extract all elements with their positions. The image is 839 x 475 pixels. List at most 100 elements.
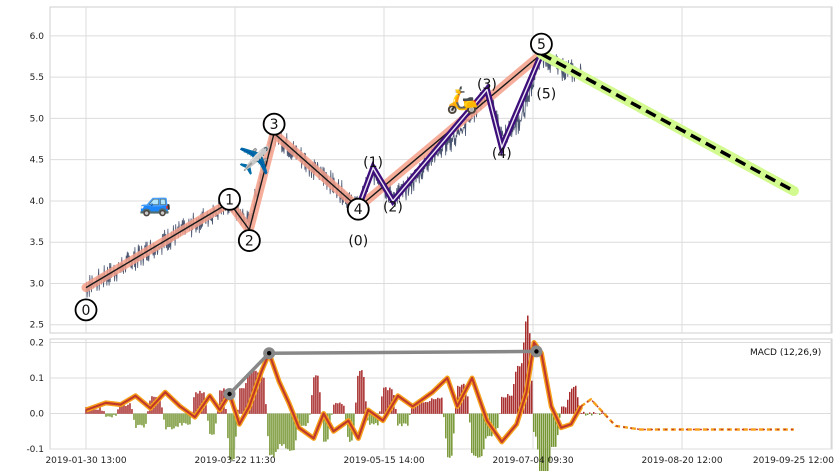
macd-histogram-bar [341, 404, 342, 414]
macd-y-tick-label: 0.0 [30, 410, 45, 420]
macd-histogram-bar [587, 414, 588, 415]
macd-histogram-bar [475, 414, 476, 457]
macd-histogram-bar [481, 414, 482, 457]
macd-histogram-bar [515, 372, 516, 414]
macd-histogram-bar [313, 377, 314, 414]
macd-histogram-bar [361, 370, 362, 414]
macd-histogram-bar [409, 414, 410, 415]
macd-histogram-bar [421, 402, 422, 413]
macd-histogram-bar [173, 414, 174, 429]
macd-histogram-bar [105, 414, 106, 417]
macd-histogram-bar [211, 414, 212, 435]
wave-label: 0 [82, 303, 91, 319]
macd-histogram-bar [595, 413, 596, 414]
macd-histogram-bar [277, 414, 278, 450]
macd-histogram-bar [425, 402, 426, 414]
macd-histogram-bar [407, 414, 408, 426]
macd-histogram-bar [287, 414, 288, 450]
macd-histogram-bar [517, 366, 518, 414]
macd-histogram-bar [141, 414, 142, 426]
macd-histogram-bar [423, 402, 424, 413]
macd-histogram-bar [161, 407, 162, 413]
macd-histogram-bar [233, 414, 234, 459]
macd-histogram-bar [169, 414, 170, 428]
macd-histogram-bar [263, 378, 264, 414]
macd-histogram-bar [437, 398, 438, 414]
macd-histogram-bar [115, 414, 116, 416]
macd-legend: MACD (12,26,9) [750, 348, 821, 358]
x-tick-label: 2019-03-22 11:30 [194, 456, 275, 466]
macd-histogram-bar [279, 414, 280, 445]
macd-histogram-bar [163, 414, 164, 420]
macd-histogram-bar [571, 389, 572, 414]
macd-histogram-bar [273, 414, 274, 458]
macd-histogram-bar [601, 413, 602, 414]
macd-histogram-bar [113, 414, 114, 415]
macd-histogram-bar [439, 398, 440, 413]
macd-y-tick-label: -0.1 [26, 445, 44, 455]
macd-histogram-bar [581, 413, 582, 414]
macd-histogram-bar [505, 397, 506, 413]
macd-histogram-bar [561, 407, 562, 414]
x-tick-label: 2019-07-04 09:30 [492, 456, 573, 466]
macd-histogram-bar [207, 414, 208, 421]
macd-histogram-bar [449, 414, 450, 458]
macd-histogram-bar [331, 414, 332, 415]
macd-histogram-bar [127, 405, 128, 414]
macd-histogram-bar [397, 414, 398, 426]
macd-histogram-bar [227, 414, 228, 439]
macd-histogram-bar [559, 414, 560, 418]
macd-histogram-bar [95, 410, 96, 414]
macd-histogram-bar [357, 376, 358, 414]
emoji-marker: 🛵 [446, 86, 478, 116]
macd-histogram-bar [395, 409, 396, 414]
macd-histogram-bar [97, 410, 98, 414]
macd-histogram-bar [167, 414, 168, 428]
macd-histogram-bar [275, 414, 276, 452]
macd-histogram-bar [427, 402, 428, 414]
macd-histogram-bar [503, 397, 504, 413]
macd-histogram-bar [591, 414, 592, 416]
macd-histogram-bar [537, 414, 538, 450]
macd-histogram-bar [101, 411, 102, 414]
macd-histogram-bar [131, 409, 132, 414]
macd-y-tick-label: 0.1 [30, 374, 44, 384]
macd-histogram-bar [209, 414, 210, 434]
macd-histogram-bar [281, 414, 282, 446]
macd-histogram-bar [573, 387, 574, 414]
macd-y-tick-label: 0.2 [30, 339, 44, 349]
macd-histogram-bar [243, 388, 244, 414]
macd-histogram-bar [359, 371, 360, 414]
macd-histogram-bar [453, 414, 454, 434]
macd-histogram-bar [261, 376, 262, 413]
macd-histogram-bar [339, 403, 340, 414]
price-y-tick-label: 4.5 [30, 156, 44, 166]
price-panel-frame [50, 7, 832, 333]
wave-label: (3) [477, 77, 497, 93]
price-panel: 2.53.03.54.04.55.05.56.0012345(0)(1)(2)(… [30, 7, 832, 333]
macd-histogram-bar [497, 414, 498, 428]
macd-histogram-bar [315, 375, 316, 414]
macd-histogram-bar [175, 414, 176, 427]
macd-histogram-bar [165, 414, 166, 430]
macd-histogram-bar [117, 409, 118, 414]
macd-histogram-bar [171, 414, 172, 430]
macd-histogram-bar [139, 414, 140, 425]
divergence-point-inner [534, 349, 538, 353]
macd-histogram-bar [469, 414, 470, 423]
macd-histogram-bar [441, 398, 442, 414]
macd-histogram-bar [499, 413, 500, 414]
macd-histogram-bar [107, 414, 108, 417]
macd-histogram-bar [535, 414, 536, 437]
macd-histogram-bar [471, 414, 472, 453]
macd-histogram-bar [215, 414, 216, 424]
macd-histogram-bar [567, 400, 568, 414]
macd-histogram-bar [125, 406, 126, 414]
macd-histogram-bar [509, 396, 510, 414]
macd-histogram-bar [447, 414, 448, 458]
macd-histogram-bar [265, 404, 266, 414]
macd-histogram-bar [511, 396, 512, 414]
macd-histogram-bar [129, 403, 130, 414]
